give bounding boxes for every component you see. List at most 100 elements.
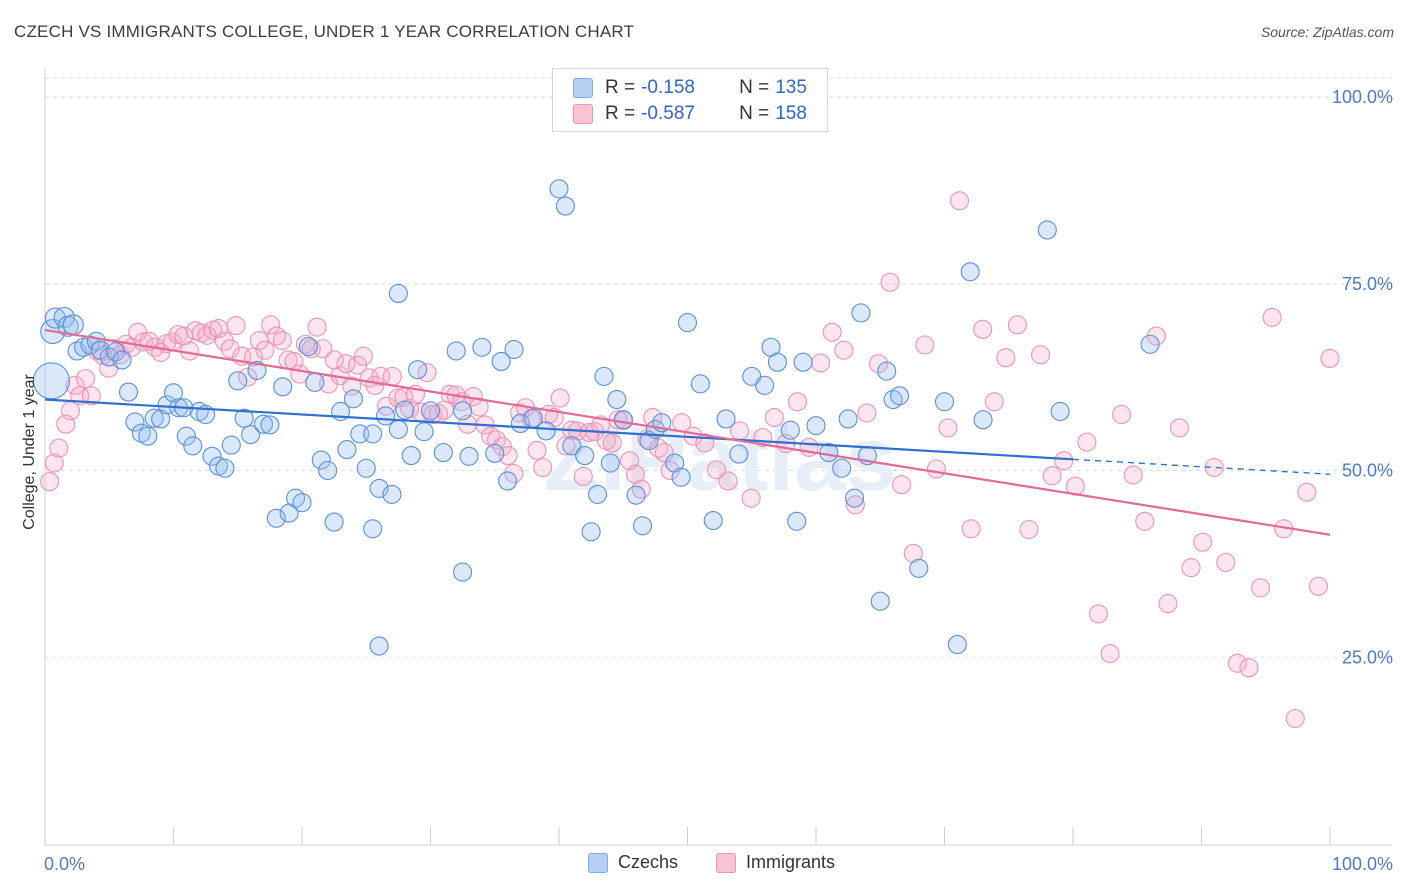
immigrants-swatch: [573, 104, 593, 124]
czechs-point: [138, 426, 158, 446]
czechs-point: [575, 446, 595, 466]
immigrants-point: [533, 457, 553, 478]
czechs-point: [80, 335, 100, 355]
immigrants-point: [811, 353, 831, 373]
czechs-trend-extension: [1072, 458, 1331, 475]
czechs-point: [144, 408, 164, 428]
immigrants-point: [527, 440, 547, 460]
n-value: 158: [775, 103, 807, 124]
czechs-point: [947, 635, 967, 655]
y-axis-label: College, Under 1 year: [21, 374, 38, 530]
legend-row-immigrants: R = -0.587 N = 158: [573, 102, 825, 126]
n-label: N =: [739, 103, 770, 124]
immigrants-point: [1308, 576, 1328, 596]
czechs-trend-line: [44, 398, 1074, 461]
immigrants-point: [261, 315, 281, 335]
czechs-point: [639, 431, 659, 451]
immigrants-point: [197, 325, 217, 345]
czechs-point: [241, 425, 261, 445]
czechs-point: [388, 283, 408, 304]
czechs-point: [767, 352, 788, 372]
czechs-point: [343, 389, 363, 409]
czechs-point: [260, 415, 280, 435]
czechs-point: [151, 409, 171, 429]
czechs-point: [632, 516, 653, 536]
immigrants-point: [272, 330, 292, 351]
y-tick-label: 100.0%: [1332, 87, 1393, 107]
czechs-point: [877, 361, 897, 381]
czechs-point: [677, 313, 698, 333]
immigrants-point: [1239, 658, 1259, 678]
czechs-point: [555, 196, 575, 216]
legend-item-immigrants[interactable]: Immigrants: [716, 852, 835, 873]
immigrants-point: [180, 341, 200, 361]
immigrants-point: [371, 366, 391, 386]
czechs-point: [459, 446, 479, 466]
immigrants-point: [926, 459, 946, 479]
immigrants-point: [550, 388, 570, 408]
immigrants-point: [845, 495, 865, 515]
czechs-point: [832, 458, 852, 478]
czechs-point: [176, 426, 196, 446]
correlation-legend: R = -0.158 N = 135 R = -0.587 N = 158: [552, 68, 828, 132]
czechs-point: [909, 558, 929, 578]
immigrants-point: [504, 463, 524, 484]
legend-row-czechs: R = -0.158 N = 135: [573, 76, 825, 100]
czechs-point: [32, 362, 70, 400]
czechs-point: [934, 392, 955, 412]
immigrants-point: [857, 403, 877, 423]
immigrants-point: [938, 418, 958, 438]
immigrants-point: [984, 392, 1004, 412]
immigrants-point: [40, 472, 60, 492]
czechs-point: [337, 440, 357, 460]
immigrants-point: [787, 392, 808, 412]
y-tick-label: 50.0%: [1342, 461, 1393, 481]
immigrants-swatch: [716, 852, 736, 873]
czechs-point: [504, 339, 524, 360]
czechs-point: [780, 420, 800, 440]
czechs-point: [755, 375, 775, 395]
czechs-point: [266, 508, 286, 528]
czechs-point: [183, 436, 203, 456]
immigrants-point: [1169, 418, 1190, 438]
czechs-point: [716, 409, 736, 429]
czechs-point: [536, 421, 556, 441]
czechs-point: [851, 303, 871, 323]
czechs-point: [607, 389, 627, 410]
czechs-swatch: [573, 78, 593, 98]
czechs-point: [228, 371, 248, 391]
immigrants-point: [822, 322, 842, 342]
czechs-point: [665, 453, 685, 473]
immigrants-point: [1158, 593, 1178, 614]
immigrants-point: [903, 543, 923, 563]
immigrants-point: [81, 386, 101, 406]
immigrants-point: [996, 348, 1016, 368]
immigrants-point: [1135, 511, 1155, 531]
immigrants-point: [892, 475, 912, 495]
immigrants-point: [1181, 558, 1201, 578]
czechs-point: [395, 400, 415, 420]
czechs-point: [870, 591, 890, 611]
czechs-point: [883, 389, 903, 410]
immigrants-point: [226, 316, 246, 336]
immigrants-point: [238, 367, 258, 387]
immigrants-point: [973, 319, 993, 339]
immigrants-point: [353, 346, 373, 366]
immigrants-point: [1019, 519, 1039, 540]
immigrants-point: [880, 272, 900, 292]
immigrants-point: [255, 340, 275, 360]
czechs-point: [369, 636, 389, 656]
immigrants-point: [1031, 345, 1051, 365]
czechs-point: [375, 406, 396, 426]
immigrants-point: [1112, 404, 1132, 425]
czechs-point: [973, 410, 993, 430]
czechs-point: [549, 179, 569, 199]
legend-label: Czechs: [618, 852, 679, 872]
czechs-point: [600, 453, 620, 473]
czechs-point: [324, 512, 344, 532]
r-label: R =: [605, 103, 636, 124]
legend-item-czechs[interactable]: Czechs: [588, 852, 678, 873]
czechs-point: [221, 435, 241, 455]
czechs-point: [118, 382, 139, 402]
immigrants-point: [44, 453, 64, 473]
